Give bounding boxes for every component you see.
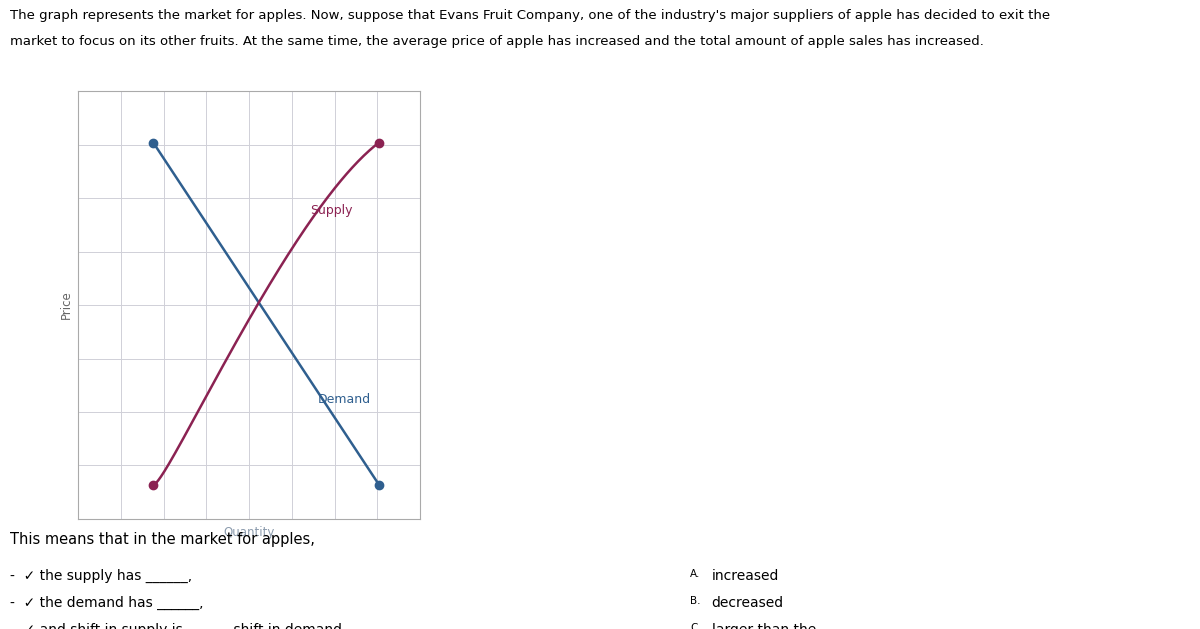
Text: increased: increased [712,569,779,583]
Text: decreased: decreased [712,596,784,610]
Text: -  ✓ and shift in supply is ______ shift in demand.: - ✓ and shift in supply is ______ shift … [10,623,346,629]
Text: Supply: Supply [311,204,353,218]
Y-axis label: Price: Price [60,291,72,320]
Text: B.: B. [690,596,701,606]
X-axis label: Quantity: Quantity [223,526,275,539]
Text: larger than the: larger than the [712,623,816,629]
Text: A.: A. [690,569,701,579]
Text: C.: C. [690,623,701,629]
Text: market to focus on its other fruits. At the same time, the average price of appl: market to focus on its other fruits. At … [10,35,984,48]
Text: This means that in the market for apples,: This means that in the market for apples… [10,532,314,547]
Text: -  ✓ the demand has ______,: - ✓ the demand has ______, [10,596,203,610]
Text: Demand: Demand [317,392,371,406]
Text: -  ✓ the supply has ______,: - ✓ the supply has ______, [10,569,192,583]
Text: The graph represents the market for apples. Now, suppose that Evans Fruit Compan: The graph represents the market for appl… [10,9,1050,23]
